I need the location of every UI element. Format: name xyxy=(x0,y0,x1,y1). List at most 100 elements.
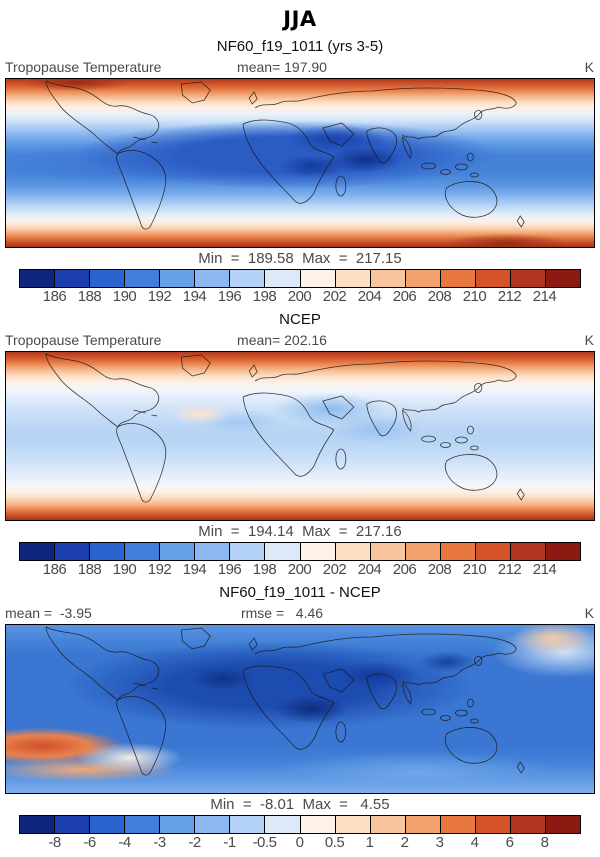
coastline-overlay xyxy=(45,626,525,776)
colorbar-tick-label: 204 xyxy=(357,561,382,578)
colorbar-cell xyxy=(370,816,406,833)
colorbar-tick-label: 200 xyxy=(287,561,312,578)
colorbar-cell xyxy=(475,543,511,560)
colorbar-cell xyxy=(125,816,161,833)
minmax-diff: Min = -8.01 Max = 4.55 xyxy=(210,796,390,813)
colorbar-cell xyxy=(230,543,266,560)
panel-diff: NF60_f19_1011 - NCEP mean = -3.95 rmse =… xyxy=(0,584,600,851)
panel-diff-annotations: mean = -3.95 rmse = 4.46 K xyxy=(0,605,600,622)
colorbar-tick-label: 212 xyxy=(497,561,522,578)
map-ncep xyxy=(5,351,595,521)
colorbar-tick-label: 206 xyxy=(392,561,417,578)
colorbar-cell xyxy=(510,816,546,833)
colorbar-tick-label: 214 xyxy=(532,288,557,305)
colorbar-tick-label: 212 xyxy=(497,288,522,305)
colorbar-cell xyxy=(545,543,580,560)
field-label: Tropopause Temperature xyxy=(5,59,162,75)
minmax-ncep: Min = 194.14 Max = 217.16 xyxy=(198,523,402,540)
colorbar-cell xyxy=(230,270,266,287)
colorbar-cell xyxy=(510,270,546,287)
colorbar-tick-label: 196 xyxy=(217,561,242,578)
colorbar-cell xyxy=(55,270,91,287)
colorbar-tick-label: 188 xyxy=(77,561,102,578)
colorbar-tick-label: 198 xyxy=(252,288,277,305)
colorbar-cell xyxy=(300,270,336,287)
colorbar-cell xyxy=(335,270,371,287)
colorbar-tick-label: 6 xyxy=(505,834,514,851)
colorbar-tick-label: 192 xyxy=(147,561,172,578)
colorbar-cell xyxy=(300,543,336,560)
colorbar-cell xyxy=(440,543,476,560)
colorbar-tick-label: 210 xyxy=(462,288,487,305)
unit-label: K xyxy=(584,59,594,75)
panel-diff-title: NF60_f19_1011 - NCEP xyxy=(219,584,381,601)
colorbar-tick-label: 214 xyxy=(532,561,557,578)
colorbar-cell xyxy=(160,543,196,560)
colorbar-cell xyxy=(265,816,301,833)
colorbar-cell xyxy=(545,816,580,833)
mean-value: mean = -3.95 xyxy=(5,605,92,621)
colorbar-cell xyxy=(20,543,56,560)
colorbar-cell xyxy=(370,543,406,560)
colorbar-tick-label: 0.5 xyxy=(324,834,345,851)
colorbar-tick-label: 4 xyxy=(470,834,479,851)
minmax-model: Min = 189.58 Max = 217.15 xyxy=(198,250,402,267)
colorbar-tick-label: 186 xyxy=(42,561,67,578)
colorbar-cell xyxy=(195,543,231,560)
colorbar-tick-label: -8 xyxy=(48,834,61,851)
colorbar-cell xyxy=(90,543,126,560)
colorbar-diff xyxy=(19,815,581,834)
colorbar-cell xyxy=(475,816,511,833)
colorbar-cell xyxy=(265,270,301,287)
colorbar-cell xyxy=(440,816,476,833)
colorbar-tick-label: -2 xyxy=(188,834,201,851)
colorbar-tick-label: 208 xyxy=(427,561,452,578)
panel-model-annotations: Tropopause Temperature mean= 197.90 K xyxy=(0,59,600,76)
colorbar-tick-label: 198 xyxy=(252,561,277,578)
colorbar-tick-label: -6 xyxy=(83,834,96,851)
colorbar-cell xyxy=(230,816,266,833)
colorbar-cell xyxy=(125,270,161,287)
coastline-overlay xyxy=(45,80,525,230)
colorbar-cell xyxy=(405,816,441,833)
colorbar-cell xyxy=(370,270,406,287)
colorbar-cell xyxy=(55,816,91,833)
colorbar-tick-label: 0 xyxy=(295,834,304,851)
mean-value: mean= 197.90 xyxy=(237,59,327,75)
colorbar-tick-label: 210 xyxy=(462,561,487,578)
colorbar-tick-label: 196 xyxy=(217,288,242,305)
colorbar-tick-label: -0.5 xyxy=(252,834,277,851)
colorbar-cell xyxy=(405,270,441,287)
colorbar-cell xyxy=(545,270,580,287)
colorbar-tick-label: 206 xyxy=(392,288,417,305)
colorbar-temp xyxy=(19,542,581,561)
colorbar-tick-label: 186 xyxy=(42,288,67,305)
colorbar-temp-ticks: 186 188 190 192 194 196 198 200 202 204 206 208 210 2… xyxy=(20,561,580,578)
colorbar-tick-label: -1 xyxy=(223,834,236,851)
colorbar-cell xyxy=(300,816,336,833)
panel-ncep: NCEP Tropopause Temperature mean= 202.16… xyxy=(0,311,600,578)
colorbar-tick-label: 194 xyxy=(182,561,207,578)
panel-ncep-annotations: Tropopause Temperature mean= 202.16 K xyxy=(0,332,600,349)
rmse-value: rmse = 4.46 xyxy=(240,605,324,621)
panel-ncep-title: NCEP xyxy=(279,311,321,328)
mean-value: mean= 202.16 xyxy=(237,332,327,348)
colorbar-cell xyxy=(125,543,161,560)
colorbar-cell xyxy=(440,270,476,287)
colorbar-cell xyxy=(160,816,196,833)
colorbar-tick-label: 188 xyxy=(77,288,102,305)
colorbar-tick-label: 190 xyxy=(112,288,137,305)
colorbar-cell xyxy=(265,543,301,560)
colorbar-tick-label: 1 xyxy=(365,834,374,851)
panel-model: NF60_f19_1011 (yrs 3-5) Tropopause Tempe… xyxy=(0,38,600,305)
colorbar-tick-label: 2 xyxy=(400,834,409,851)
colorbar-cell xyxy=(405,543,441,560)
colorbar-tick-label: 194 xyxy=(182,288,207,305)
panel-model-title: NF60_f19_1011 (yrs 3-5) xyxy=(216,38,384,55)
colorbar-cell xyxy=(335,816,371,833)
colorbar-tick-label: -4 xyxy=(118,834,131,851)
colorbar-cell xyxy=(20,816,56,833)
colorbar-tick-label: 192 xyxy=(147,288,172,305)
unit-label: K xyxy=(584,605,594,621)
